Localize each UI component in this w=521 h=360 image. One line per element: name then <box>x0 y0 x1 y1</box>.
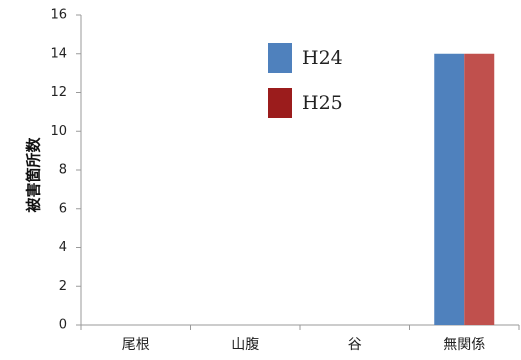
y-axis-label: 被害箇所数 <box>25 137 43 213</box>
y-axis: 0 2 4 6 8 10 12 14 16 <box>50 8 82 333</box>
bar-h25 <box>464 53 495 325</box>
y-tick-label: 10 <box>50 124 67 139</box>
x-axis: 尾根 山腹 谷 無関係 <box>80 324 520 353</box>
y-tick-label: 2 <box>59 279 67 294</box>
x-category-label: 山腹 <box>231 336 259 353</box>
x-category-label: 谷 <box>348 337 362 353</box>
y-tick-label: 8 <box>59 163 67 178</box>
bars <box>434 53 495 325</box>
x-category-label: 無関係 <box>443 337 485 353</box>
bar-h24 <box>434 53 465 325</box>
y-tick-label: 12 <box>50 85 67 100</box>
legend-label-h24: H24 <box>302 47 343 69</box>
legend-swatch-h25 <box>268 88 292 118</box>
legend-label-h25: H25 <box>302 92 343 114</box>
y-tick-label: 6 <box>59 201 67 216</box>
y-tick-label: 0 <box>59 318 67 333</box>
y-tick-label: 16 <box>50 8 67 23</box>
y-tick-label: 14 <box>50 46 67 61</box>
legend-swatch-h24 <box>268 43 292 73</box>
legend: H24 H25 <box>268 43 343 118</box>
y-tick-label: 4 <box>59 240 67 255</box>
x-category-label: 尾根 <box>122 337 150 353</box>
